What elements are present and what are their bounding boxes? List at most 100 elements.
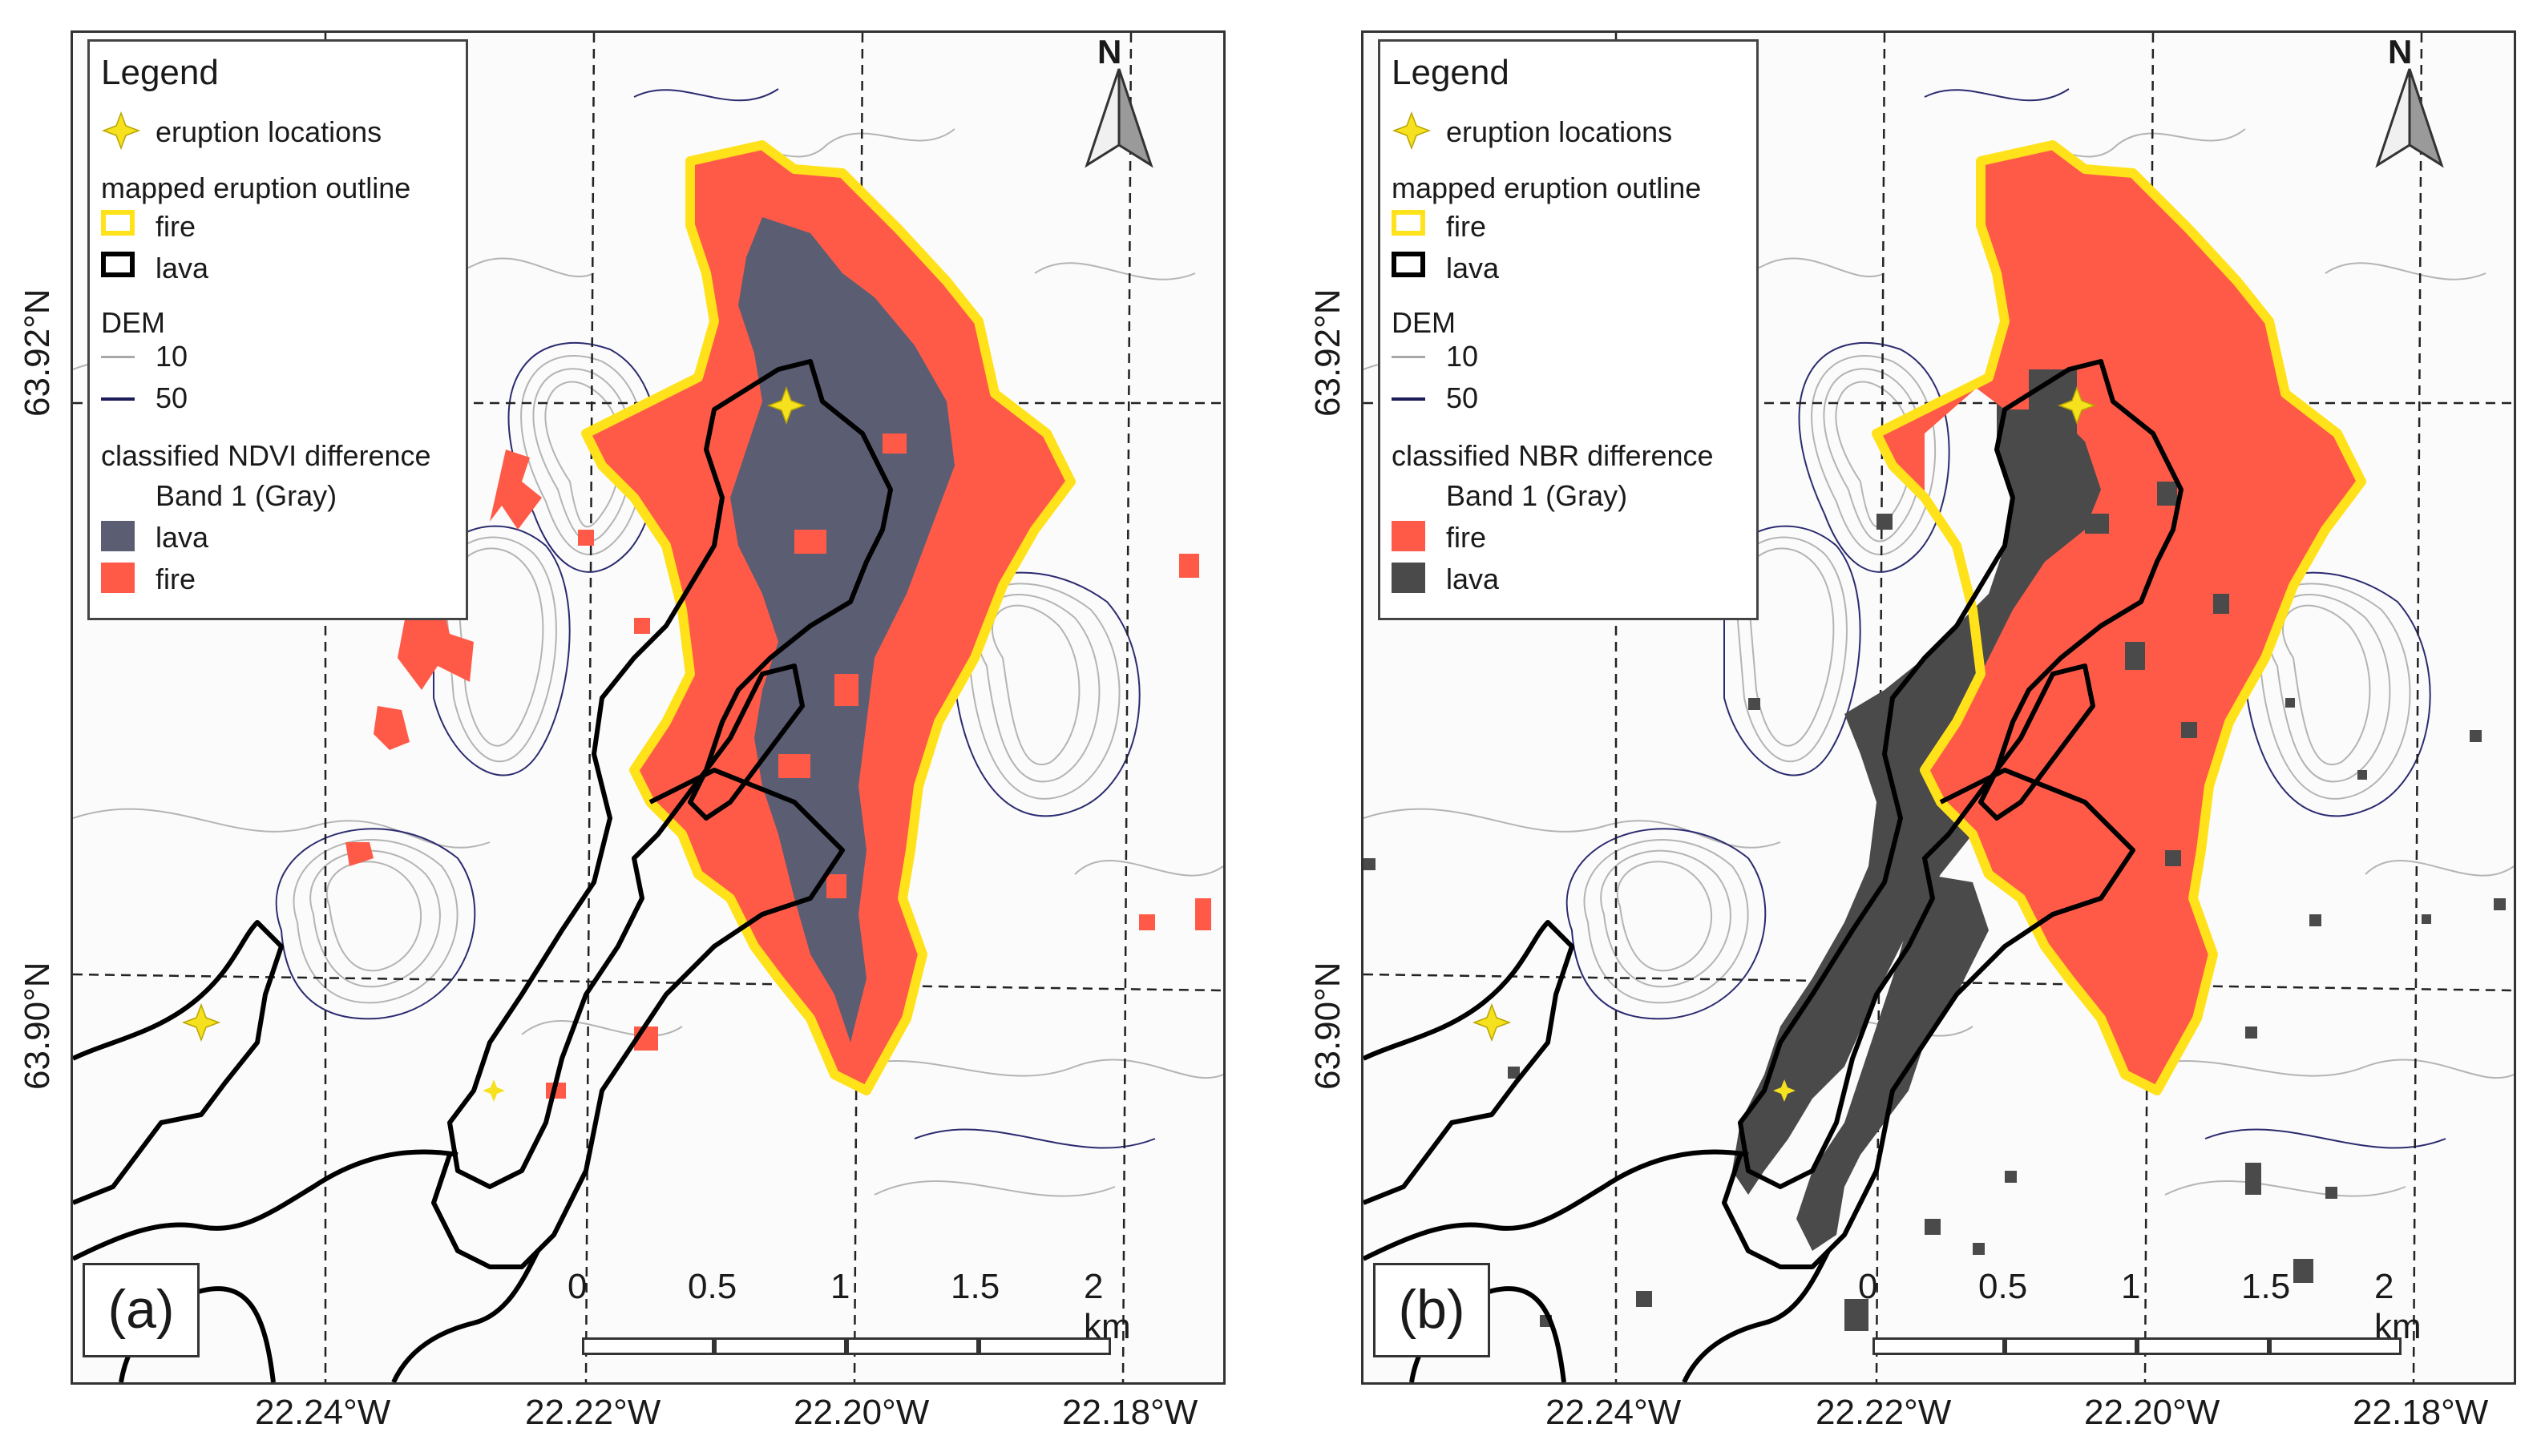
fire-patches-in-lava: [778, 434, 907, 898]
legend-outline-lava: lava: [1446, 252, 1500, 284]
scale-bar: 0 0.5 1 1.5 2 km: [1858, 1267, 2422, 1355]
lava-outline-swatch: [101, 252, 135, 277]
scale-tick: 0: [568, 1267, 588, 1306]
fire-class-swatch: [101, 563, 135, 593]
eruption-location-markers: [1472, 385, 2097, 1102]
legend-class-2: lava: [1446, 563, 1500, 595]
fire-outline-swatch: [1392, 210, 1425, 236]
scale-segment: [846, 1337, 979, 1355]
eruption-marker: [766, 385, 806, 426]
map-legend: Legend eruption locations mapped eruptio…: [1378, 39, 1759, 620]
eruption-marker: [181, 1002, 221, 1043]
legend-class-2: fire: [156, 563, 196, 595]
dem-10-swatch: [101, 356, 135, 358]
legend-dem-10: 10: [156, 340, 188, 373]
legend-outline-heading: mapped eruption outline: [1392, 171, 1702, 204]
latitude-label: 63.92°N: [18, 288, 57, 417]
eruption-marker: [483, 1079, 505, 1102]
map-panel-b: 63.92°N 63.90°N: [1291, 0, 2521, 1456]
latitude-label: 63.90°N: [18, 962, 57, 1090]
dem-10-swatch: [1392, 356, 1425, 358]
scale-tick: 2 km: [1084, 1267, 1131, 1346]
longitude-label: 22.20°W: [794, 1393, 930, 1432]
north-arrow: N: [1067, 33, 1155, 169]
eruption-marker: [1472, 1002, 1512, 1043]
legend-dem-heading: DEM: [101, 306, 165, 339]
scale-segment: [2137, 1337, 2269, 1355]
legend-class-1: lava: [156, 521, 209, 554]
longitude-label: 22.20°W: [2084, 1393, 2220, 1432]
scale-tick: 1: [830, 1267, 850, 1306]
north-label: N: [1097, 33, 1122, 71]
eruption-location-markers: [181, 385, 806, 1102]
legend-outline-lava: lava: [156, 252, 209, 284]
legend-title: Legend: [101, 53, 219, 92]
north-label: N: [2388, 33, 2413, 71]
latitude-label: 63.90°N: [1308, 962, 1347, 1090]
lava-patches-in-fire: [2029, 369, 2229, 866]
fire-scatter-pixels: [289, 450, 1211, 1099]
dem-50-swatch: [1392, 397, 1425, 401]
north-arrow-icon: [1085, 68, 1153, 168]
eruption-marker: [2057, 385, 2097, 426]
legend-classified-heading: classified NDVI difference: [101, 439, 431, 472]
lava-class-swatch: [1392, 563, 1425, 593]
fire-class-area: [1876, 145, 2361, 1091]
scale-segment: [714, 1337, 846, 1355]
legend-title: Legend: [1392, 53, 1509, 92]
legend-eruption-locations: eruption locations: [1446, 115, 1673, 148]
legend-dem-heading: DEM: [1392, 306, 1456, 339]
scale-segment: [979, 1337, 1111, 1355]
north-arrow: N: [2357, 33, 2446, 169]
longitude-label: 22.24°W: [1545, 1393, 1682, 1432]
scale-tick: 1.5: [2241, 1267, 2291, 1306]
eruption-marker-icon: [101, 111, 141, 151]
longitude-label: 22.18°W: [1062, 1393, 1198, 1432]
scale-segment: [2005, 1337, 2137, 1355]
eruption-marker: [1773, 1079, 1796, 1102]
map-canvas: [1363, 33, 2514, 1382]
dem-50-swatch: [101, 397, 135, 401]
lava-outline: [73, 359, 893, 1382]
scale-segment: [2269, 1337, 2402, 1355]
longitude-label: 22.22°W: [1816, 1393, 1952, 1432]
legend-dem-50: 50: [156, 381, 188, 414]
scale-bar: 0 0.5 1 1.5 2 km: [568, 1267, 1131, 1355]
panel-label: (a): [83, 1263, 200, 1357]
legend-dem-50: 50: [1446, 381, 1479, 414]
scale-tick: 0.5: [688, 1267, 737, 1306]
legend-class-1: fire: [1446, 521, 1487, 554]
legend-dem-10: 10: [1446, 340, 1479, 373]
legend-classified-heading: classified NBR difference: [1392, 439, 1714, 472]
legend-outline-heading: mapped eruption outline: [101, 171, 411, 204]
fire-outline: [581, 140, 1076, 1095]
lava-class-swatch: [101, 521, 135, 551]
north-arrow-icon: [2375, 68, 2444, 168]
scale-tick: 0.5: [1978, 1267, 2028, 1306]
fire-class-swatch: [1392, 521, 1425, 551]
fire-outline: [1872, 140, 2366, 1095]
lava-outline: [1363, 359, 2183, 1382]
legend-band: Band 1 (Gray): [1446, 479, 1628, 512]
longitude-label: 22.18°W: [2353, 1393, 2489, 1432]
scale-tick: 2 km: [2374, 1267, 2422, 1346]
legend-eruption-locations: eruption locations: [156, 115, 382, 148]
legend-outline-fire: fire: [1446, 210, 1487, 243]
scale-tick: 0: [1858, 1267, 1878, 1306]
longitude-label: 22.24°W: [255, 1393, 391, 1432]
map-frame[interactable]: Legend eruption locations mapped eruptio…: [1361, 30, 2516, 1385]
legend-band: Band 1 (Gray): [156, 479, 337, 512]
latitude-label: 63.92°N: [1308, 288, 1347, 417]
lava-outline-swatch: [1392, 252, 1425, 277]
legend-outline-fire: fire: [156, 210, 196, 243]
eruption-marker-icon: [1392, 111, 1432, 151]
scale-segment: [582, 1337, 714, 1355]
scale-segment: [1872, 1337, 2005, 1355]
panel-label: (b): [1373, 1263, 1490, 1357]
map-frame[interactable]: Legend eruption locations mapped eruptio…: [71, 30, 1226, 1385]
lava-scatter-pixels: [1363, 514, 2506, 1331]
lava-class-area: [1796, 874, 1989, 1251]
map-legend: Legend eruption locations mapped eruptio…: [87, 39, 468, 620]
longitude-label: 22.22°W: [525, 1393, 661, 1432]
fire-outline-swatch: [101, 210, 135, 236]
